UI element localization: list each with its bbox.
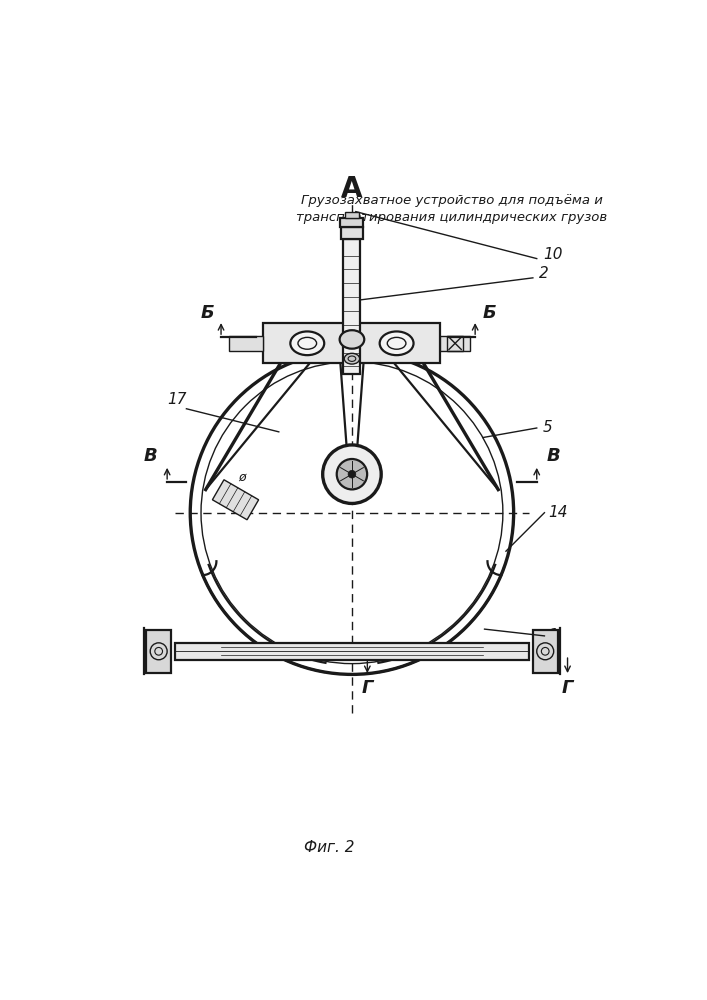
- Ellipse shape: [339, 330, 364, 349]
- Polygon shape: [212, 480, 259, 520]
- Text: Г: Г: [562, 679, 573, 697]
- Text: 14: 14: [549, 505, 568, 520]
- Text: А: А: [341, 175, 363, 203]
- Bar: [146, 630, 171, 673]
- Bar: [175, 643, 529, 660]
- Text: 10: 10: [543, 247, 562, 262]
- Bar: [344, 239, 361, 374]
- Ellipse shape: [291, 331, 325, 355]
- Ellipse shape: [344, 353, 360, 364]
- Bar: [440, 336, 469, 351]
- Text: 17: 17: [168, 392, 187, 407]
- Bar: [448, 336, 463, 351]
- Text: 1: 1: [549, 628, 558, 643]
- Ellipse shape: [380, 331, 414, 355]
- Text: Б: Б: [482, 304, 496, 322]
- Bar: [345, 212, 359, 218]
- Text: 5: 5: [543, 420, 553, 436]
- Text: В: В: [547, 447, 561, 465]
- Bar: [229, 336, 264, 351]
- Text: Грузозахватное устройство для подъёма и: Грузозахватное устройство для подъёма и: [301, 194, 603, 207]
- Text: транспортирования цилиндрических грузов: транспортирования цилиндрических грузов: [296, 211, 607, 224]
- Bar: [533, 630, 558, 673]
- Circle shape: [337, 459, 367, 489]
- Circle shape: [348, 470, 356, 478]
- Text: 2: 2: [539, 266, 549, 282]
- Bar: [341, 227, 363, 239]
- Text: Фиг. 2: Фиг. 2: [303, 840, 354, 855]
- Circle shape: [322, 445, 381, 503]
- Text: В: В: [144, 447, 157, 465]
- Text: ø: ø: [238, 471, 246, 484]
- Bar: [264, 323, 440, 363]
- Text: Б: Б: [200, 304, 214, 322]
- Bar: [340, 218, 363, 227]
- Text: Г: Г: [361, 679, 373, 697]
